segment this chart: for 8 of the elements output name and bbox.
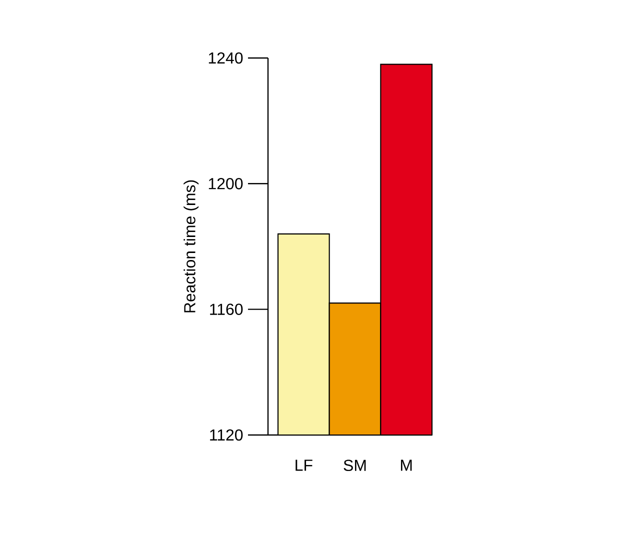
y-tick-label: 1160 [210,304,243,315]
x-tick-label: M [400,460,412,471]
y-axis-title: Reaction time (ms) [184,180,199,312]
y-tick-label: 1200 [208,178,243,190]
x-tick-label: SM [344,460,366,472]
x-tick-label: LF [296,460,312,471]
y-tick-label: 1240 [208,52,243,64]
y-tick-label: 1120 [210,429,243,441]
